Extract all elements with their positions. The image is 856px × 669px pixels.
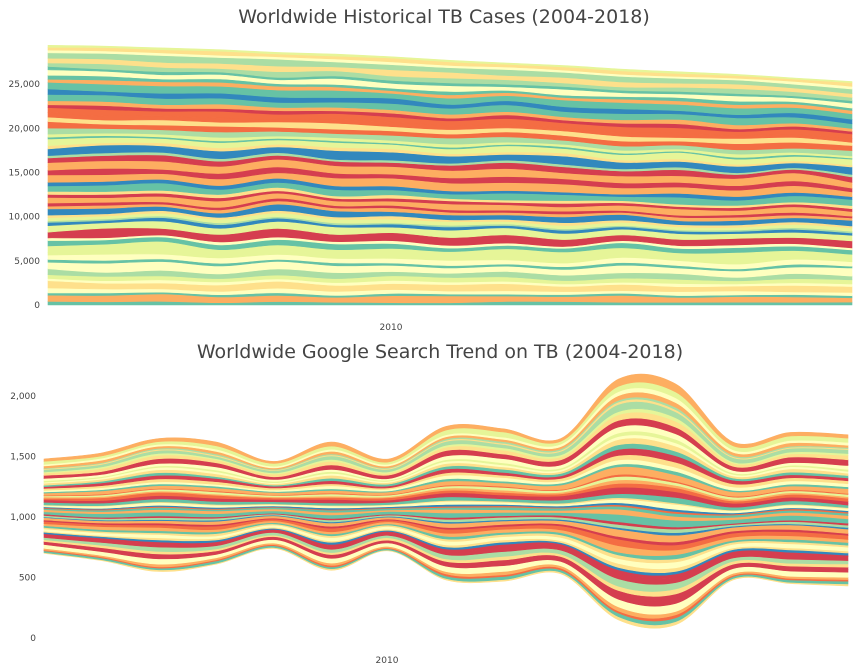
tb-cases-plot-area [47, 44, 853, 306]
tb-cases-y-tick: 25,000 [9, 80, 41, 90]
tb-search-series-band[interactable] [43, 373, 849, 464]
tb-search-y-tick: 0 [30, 634, 36, 644]
tb-cases-y-axis: 0 5,000 10,000 15,000 20,000 25,000 [9, 80, 41, 311]
tb-search-y-tick: 1,500 [10, 453, 36, 463]
tb-cases-series-band[interactable] [47, 44, 853, 84]
tb-search-y-axis: 0 500 1,000 1,500 2,000 [10, 392, 36, 644]
tb-cases-y-tick: 20,000 [9, 124, 41, 134]
tb-search-plot-area [43, 373, 849, 629]
tb-search-chart: Worldwide Google Search Trend on TB (200… [10, 341, 849, 666]
tb-search-title: Worldwide Google Search Trend on TB (200… [197, 341, 683, 363]
tb-search-y-tick: 1,000 [10, 513, 36, 523]
tb-cases-y-tick: 5,000 [14, 257, 40, 267]
tb-cases-y-tick: 0 [34, 301, 40, 311]
tb-cases-y-tick: 10,000 [9, 213, 41, 223]
tb-search-y-tick: 2,000 [10, 392, 36, 402]
tb-cases-chart: Worldwide Historical TB Cases (2004-2018… [9, 6, 853, 333]
tb-cases-x-tick: 2010 [380, 323, 403, 333]
tb-cases-title: Worldwide Historical TB Cases (2004-2018… [238, 6, 650, 28]
tb-cases-y-tick: 15,000 [9, 169, 41, 179]
tb-search-x-tick: 2010 [376, 656, 399, 666]
tb-search-y-tick: 500 [19, 574, 36, 584]
